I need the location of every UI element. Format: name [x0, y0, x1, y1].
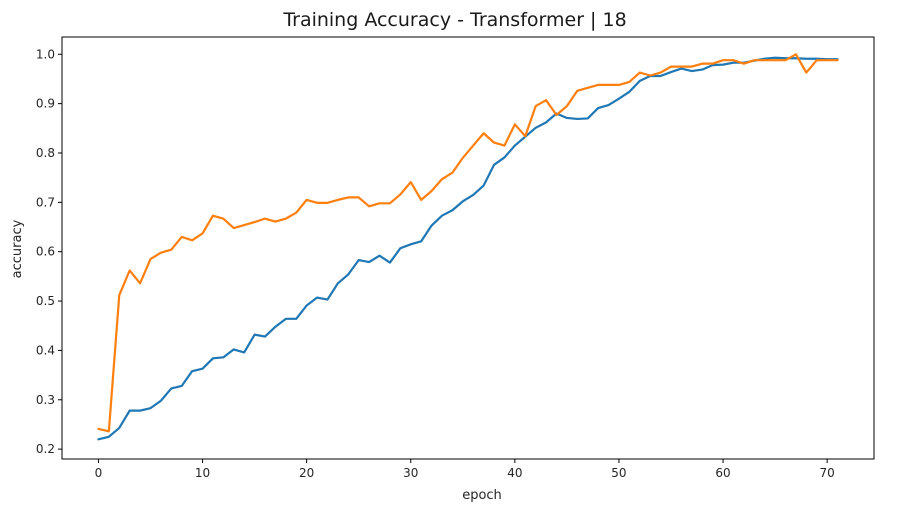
chart-title: Training Accuracy - Transformer | 18	[282, 9, 626, 31]
y-tick-label: 0.5	[36, 294, 55, 308]
y-tick-label: 1.0	[36, 47, 55, 61]
y-tick-label: 0.4	[36, 343, 55, 357]
x-tick-label: 70	[820, 466, 835, 480]
x-axis-ticks: 0 10 20 30 40 50 60 70	[95, 459, 835, 480]
series-lines-layer	[97, 53, 839, 441]
x-tick-label: 20	[299, 466, 314, 480]
x-tick-label: 50	[611, 466, 626, 480]
x-tick-label: 60	[715, 466, 730, 480]
plot-frame	[61, 36, 875, 460]
y-tick-label: 0.3	[36, 393, 55, 407]
x-tick-label: 40	[507, 466, 522, 480]
y-tick-label: 0.7	[36, 195, 55, 209]
y-tick-label: 0.2	[36, 442, 55, 456]
series-line-2	[97, 53, 839, 433]
x-tick-label: 0	[95, 466, 103, 480]
x-tick-label: 30	[403, 466, 418, 480]
y-tick-label: 0.9	[36, 97, 55, 111]
series-line-1	[97, 56, 839, 441]
y-tick-label: 0.6	[36, 245, 55, 259]
x-tick-label: 10	[195, 466, 210, 480]
x-axis-label: epoch	[462, 488, 502, 503]
y-axis-label: accuracy	[10, 219, 25, 278]
y-axis-ticks: 0.2 0.3 0.4 0.5 0.6 0.7 0.8 0.9 1.0	[36, 47, 62, 456]
y-tick-label: 0.8	[36, 146, 55, 160]
